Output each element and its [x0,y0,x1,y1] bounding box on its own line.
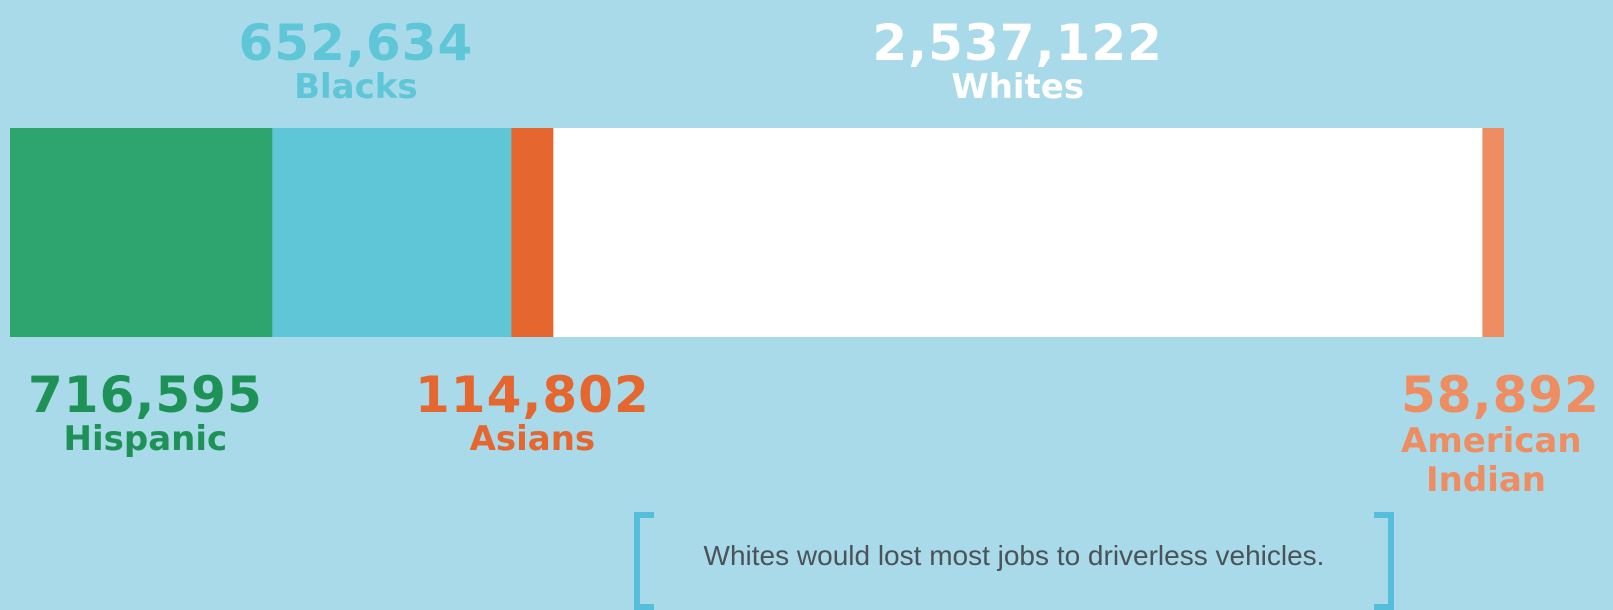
label-hispanic: 716,595 Hispanic [28,370,263,456]
bar-segment-whites [553,128,1483,337]
value-label-whites: 2,537,122 [872,14,1163,72]
label-whites: 2,537,122 Whites [872,18,1163,104]
category-label-blacks: Blacks [294,67,418,107]
bar-segment-hispanic [10,128,273,337]
value-label-blacks: 652,634 [238,14,474,72]
left-bracket [634,512,654,610]
bar-segment-blacks [272,128,512,337]
label-asians: 114,802 Asians [415,370,650,456]
bar-segment-asians [511,128,554,337]
bar-segment-american-indian [1482,128,1504,337]
annotation-callout: Whites would lost most jobs to driverles… [634,512,1394,610]
category-label-hispanic: Hispanic [63,419,228,459]
label-american-indian: 58,892 American Indian [1401,370,1600,500]
category-label-whites: Whites [951,67,1085,107]
annotation-text: Whites would lost most jobs to driverles… [703,540,1325,571]
category-label-asians: Asians [469,419,596,459]
right-bracket [1374,512,1394,610]
value-label-american-indian: 58,892 [1401,366,1600,424]
category-label-american-indian: American Indian [1401,421,1582,501]
value-label-asians: 114,802 [415,366,650,424]
label-blacks: 652,634 Blacks [239,18,474,104]
value-label-hispanic: 716,595 [28,366,263,424]
